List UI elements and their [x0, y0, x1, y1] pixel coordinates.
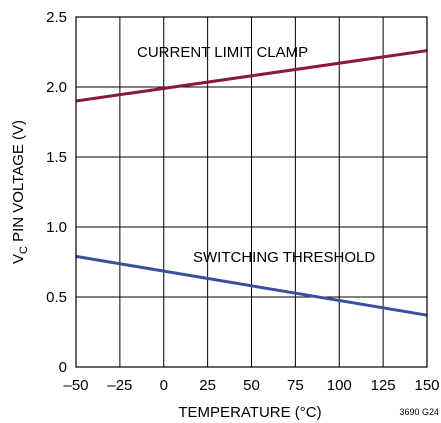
x-tick-label: 0	[160, 377, 168, 394]
x-tick-label: 50	[243, 377, 260, 394]
x-tick-label: –50	[63, 377, 88, 394]
series-line-0	[75, 49, 428, 103]
x-tick-label: 75	[287, 377, 304, 394]
x-tick-label: 100	[327, 377, 352, 394]
series-layer	[75, 49, 428, 317]
y-axis-label: VC PIN VOLTAGE (V)	[10, 120, 30, 264]
x-tick-label: –25	[107, 377, 132, 394]
y-tick-label: 1.0	[46, 219, 67, 236]
y-tick-label: 2.0	[46, 79, 67, 96]
y-axis-label-rest: PIN VOLTAGE (V)	[10, 120, 27, 246]
grid	[75, 16, 428, 368]
x-tick-label: 150	[414, 377, 439, 394]
x-tick-label: 25	[199, 377, 216, 394]
x-axis-label: TEMPERATURE (°C)	[178, 404, 321, 421]
plot-frame	[75, 16, 428, 368]
y-tick-label: 0.5	[46, 289, 67, 306]
x-tick-label: 125	[371, 377, 396, 394]
y-tick-label: 1.5	[46, 149, 67, 166]
figure-number: 3690 G24	[399, 407, 439, 417]
y-tick-labels: 0 0.5 1.0 1.5 2.0 2.5	[46, 9, 67, 376]
y-tick-label: 2.5	[46, 9, 67, 26]
x-tick-labels: –50 –25 0 25 50 75 100 125 150	[63, 377, 439, 394]
y-tick-label: 0	[59, 359, 67, 376]
annotation-current-limit-clamp: CURRENT LIMIT CLAMP	[137, 44, 308, 61]
annotation-switching-threshold: SWITCHING THRESHOLD	[193, 249, 375, 266]
y-axis-label-subscript: C	[18, 246, 30, 254]
series-line-1	[75, 254, 428, 317]
y-axis-label-v: V	[10, 254, 27, 264]
